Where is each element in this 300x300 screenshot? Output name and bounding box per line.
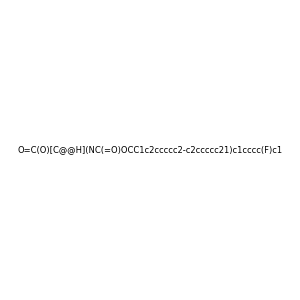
Text: O=C(O)[C@@H](NC(=O)OCC1c2ccccc2-c2ccccc21)c1cccc(F)c1: O=C(O)[C@@H](NC(=O)OCC1c2ccccc2-c2ccccc2… [17,146,283,154]
